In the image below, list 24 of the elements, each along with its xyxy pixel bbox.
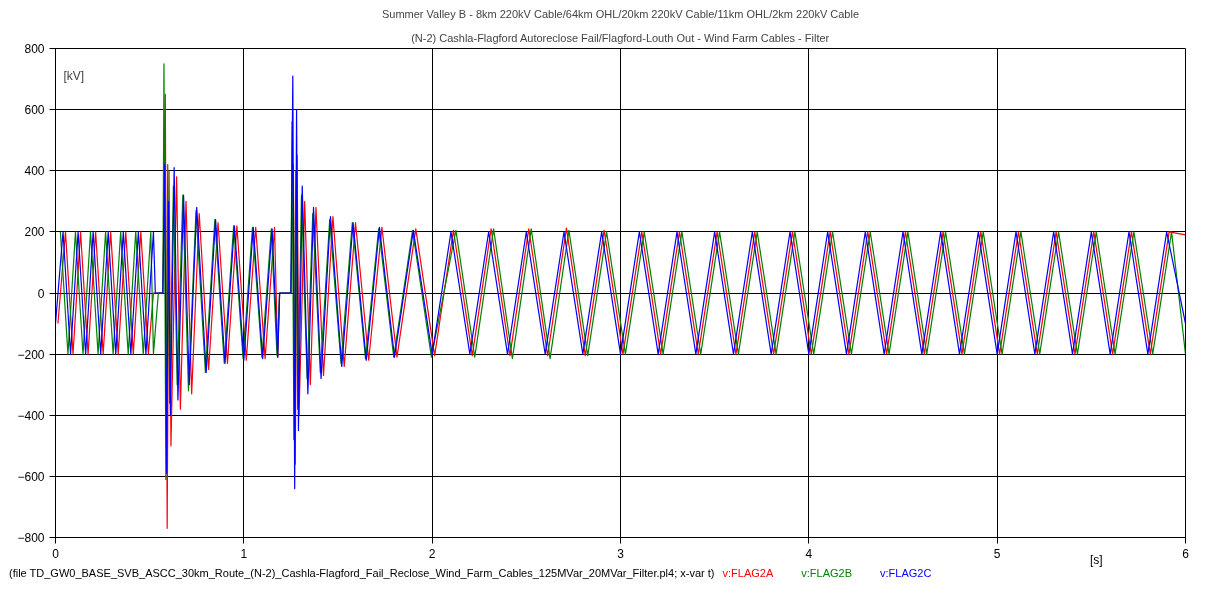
text: v:FLAG2A	[722, 567, 774, 579]
text: v:FLAG2C	[880, 567, 932, 579]
x-axis-title: [s]	[1090, 552, 1103, 569]
x-tick-label: 2	[428, 546, 436, 561]
text: v:FLAG2B	[801, 567, 853, 579]
x-tick-label: 0	[52, 546, 60, 561]
x-tick-label: 4	[805, 546, 813, 561]
text: (file TD_GW0_BASE_SVB_ASCC_30km_Route_(N-2)_Cashla-Flagford_Fail_Reclose_Wind_Farm_Cables_125MVar_20MVar_Filter.pl4; x-var t)	[9, 567, 715, 579]
y-tick-label: 600	[24, 103, 45, 118]
y-axis-title: [kV]	[63, 68, 85, 83]
x-tick-label: 6	[1182, 546, 1190, 561]
y-tick-label: 0	[37, 286, 45, 301]
y-tick-label: 800	[24, 42, 45, 56]
y-tick-label: −800	[17, 531, 45, 545]
y-tick-label: −200	[17, 347, 45, 362]
chart-subtitle: (N-2) Cashla-Flagford Autoreclose Fail/Flagford-Louth Out - Wind Farm Cables - Filter	[411, 31, 830, 44]
y-tick-label: 200	[24, 225, 45, 240]
chart-title: Summer Valley B - 8km 220kV Cable/64km OHL/20km 220kV Cable/11km OHL/2km 220kV Cable	[381, 7, 860, 20]
x-tick-label: 5	[993, 546, 1001, 561]
x-tick-label: 3	[617, 546, 625, 561]
y-tick-label: 400	[24, 164, 45, 179]
x-tick-label: 1	[240, 546, 248, 561]
y-tick-label: −400	[17, 408, 45, 423]
y-tick-label: −600	[17, 469, 45, 484]
